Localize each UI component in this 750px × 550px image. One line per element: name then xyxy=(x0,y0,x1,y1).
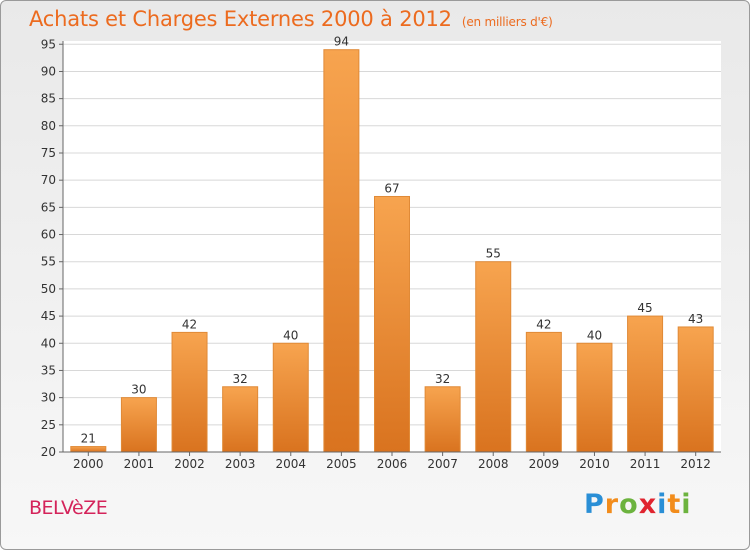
y-tick-label: 75 xyxy=(41,146,56,160)
x-tick-label: 2006 xyxy=(377,457,408,471)
logo-letter: o xyxy=(619,489,639,520)
bar-2011 xyxy=(627,315,664,453)
logo-letter: t xyxy=(667,489,682,520)
bar-2012 xyxy=(677,326,714,453)
bar-2008 xyxy=(475,261,512,453)
x-tick-label: 2001 xyxy=(124,457,155,471)
data-label: 45 xyxy=(637,301,652,315)
y-tick-label: 60 xyxy=(41,228,56,242)
logo-letter: i xyxy=(657,489,668,520)
bar-2003 xyxy=(222,386,259,453)
y-tick-label: 25 xyxy=(41,418,56,432)
y-tick-label: 45 xyxy=(41,309,56,323)
bar-2007 xyxy=(424,386,461,453)
x-tick-label: 2005 xyxy=(326,457,357,471)
place-name: BELVèZE xyxy=(29,497,108,519)
data-label: 21 xyxy=(81,432,96,446)
title-text: Achats et Charges Externes 2000 à 2012 xyxy=(29,7,452,31)
data-label: 32 xyxy=(233,372,248,386)
y-tick-label: 20 xyxy=(41,445,56,459)
x-tick-label: 2010 xyxy=(579,457,610,471)
x-tick-label: 2012 xyxy=(680,457,711,471)
bar-2002 xyxy=(171,331,208,453)
logo-letter: x xyxy=(638,489,658,520)
data-label: 67 xyxy=(384,181,399,195)
data-label: 43 xyxy=(688,312,703,326)
data-label: 94 xyxy=(334,35,349,49)
y-tick-label: 95 xyxy=(41,37,56,51)
logo-letter: i xyxy=(681,489,692,520)
y-tick-label: 30 xyxy=(41,391,56,405)
data-label: 42 xyxy=(536,317,551,331)
data-label: 40 xyxy=(283,328,298,342)
bar-2004 xyxy=(272,342,309,453)
bar-2005 xyxy=(323,49,360,453)
y-tick-label: 70 xyxy=(41,173,56,187)
chart-title: Achats et Charges Externes 2000 à 2012 (e… xyxy=(29,7,553,31)
y-tick-label: 80 xyxy=(41,119,56,133)
y-tick-label: 50 xyxy=(41,282,56,296)
y-tick-label: 40 xyxy=(41,336,56,350)
bar-2001 xyxy=(120,397,157,453)
data-label: 40 xyxy=(587,328,602,342)
data-label: 30 xyxy=(131,383,146,397)
x-tick-label: 2004 xyxy=(275,457,306,471)
y-tick-label: 90 xyxy=(41,64,56,78)
logo-letter: P xyxy=(584,489,605,520)
y-tick-label: 35 xyxy=(41,363,56,377)
data-label: 42 xyxy=(182,317,197,331)
bar-2000 xyxy=(70,446,107,453)
x-tick-label: 2007 xyxy=(427,457,458,471)
chart-subtitle: (en milliers d'€) xyxy=(461,15,553,29)
y-tick-label: 85 xyxy=(41,92,56,106)
logo-letter: r xyxy=(604,489,620,520)
x-tick-label: 2008 xyxy=(478,457,509,471)
data-label: 55 xyxy=(486,247,501,261)
bar-2006 xyxy=(374,195,410,453)
y-tick-label: 55 xyxy=(41,255,56,269)
proxiti-logo: Proxiti xyxy=(584,489,692,520)
y-tick-label: 65 xyxy=(41,200,56,214)
x-tick-label: 2011 xyxy=(630,457,661,471)
bar-2009 xyxy=(525,331,562,453)
x-tick-label: 2000 xyxy=(73,457,104,471)
x-tick-label: 2009 xyxy=(529,457,560,471)
x-tick-label: 2002 xyxy=(174,457,205,471)
bar-2010 xyxy=(576,342,613,453)
x-tick-label: 2003 xyxy=(225,457,256,471)
data-label: 32 xyxy=(435,372,450,386)
